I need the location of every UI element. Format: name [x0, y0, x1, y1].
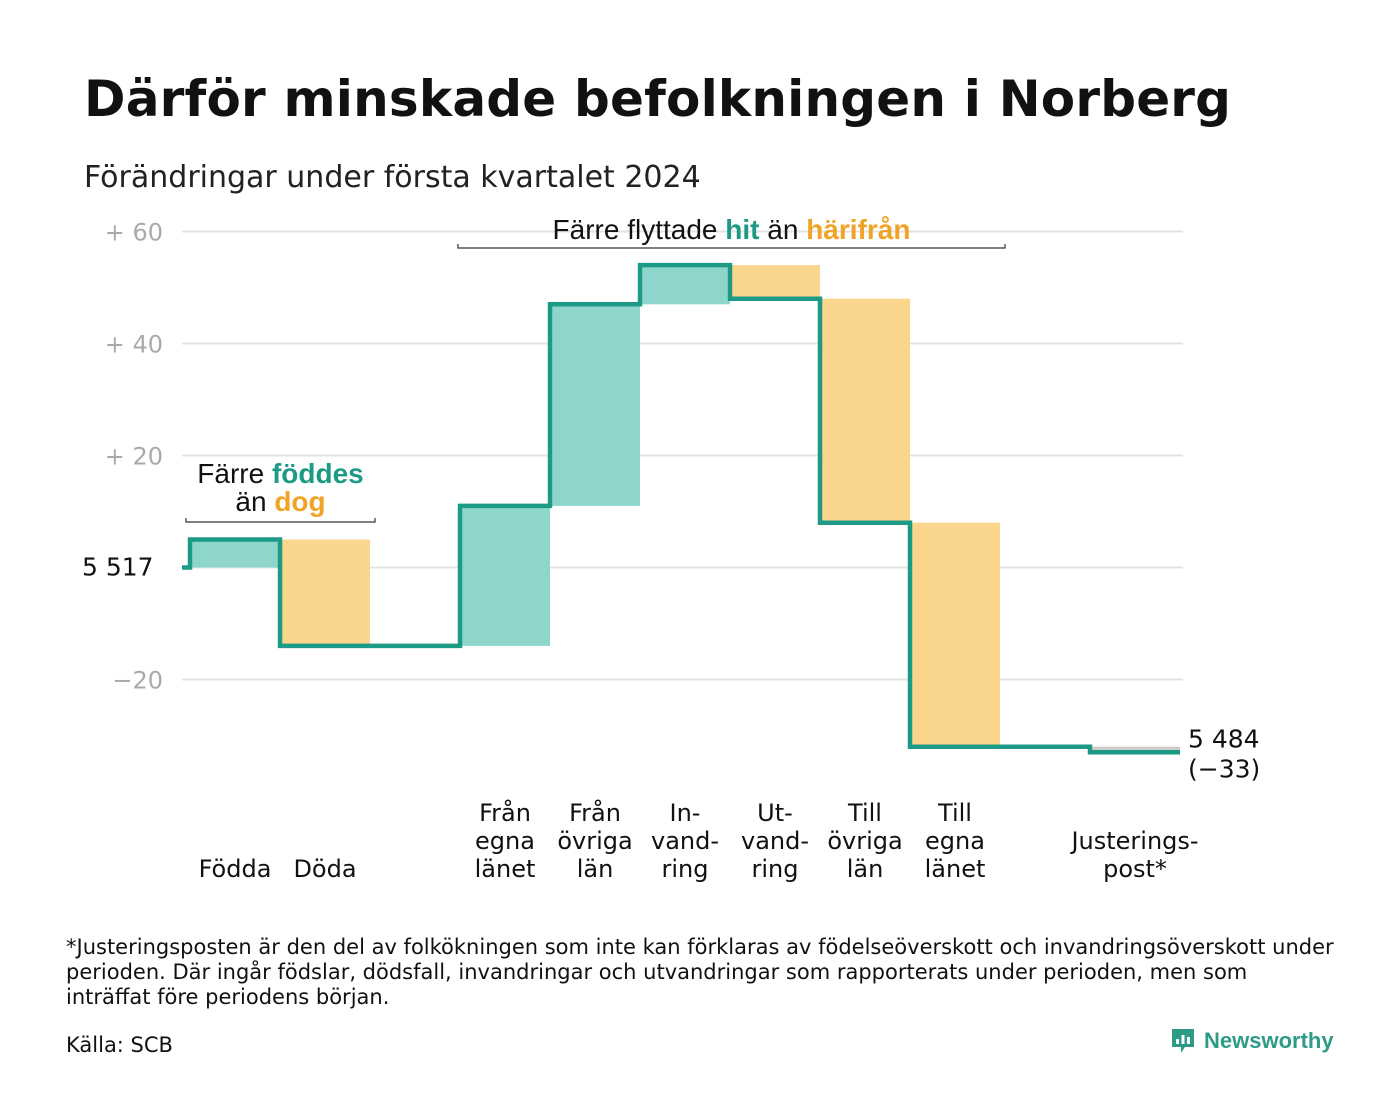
category-label: länet — [925, 855, 986, 883]
waterfall-bar — [820, 298, 910, 523]
waterfall-bar — [280, 539, 370, 646]
y-tick-label: + 20 — [105, 443, 163, 471]
category-label: vand- — [741, 827, 809, 855]
end-value-label: 5 484 — [1188, 724, 1260, 753]
end-change-label: (−33) — [1188, 754, 1260, 783]
category-label: egna — [475, 827, 535, 855]
footnote: *Justeringsposten är den del av folkökni… — [66, 935, 1334, 1009]
annotation-text-part: hit — [725, 214, 759, 245]
category-label: Till — [847, 799, 882, 827]
waterfall-bar — [460, 505, 550, 646]
annotation-text-part: Färre flyttade — [553, 214, 726, 245]
category-label: vand- — [651, 827, 719, 855]
y-tick-label: + 40 — [105, 331, 163, 359]
category-label: länet — [475, 855, 536, 883]
brand-name: Newsworthy — [1204, 1028, 1334, 1053]
category-label: övriga — [557, 827, 632, 855]
category-label: övriga — [827, 827, 902, 855]
chart-subtitle: Förändringar under första kvartalet 2024 — [84, 160, 701, 195]
annotation-bracket — [457, 244, 1006, 249]
annotation-text-part: dog — [274, 486, 325, 517]
waterfall-bar — [640, 265, 730, 305]
waterfall-chart: + 60 + 40 + 20 −20 5 517 5 484(−33) Födda Döda F… — [82, 214, 1260, 883]
category-label: ring — [662, 855, 709, 883]
category-label: In- — [670, 799, 701, 827]
category-label: egna — [925, 827, 985, 855]
annotation-text: Färre föddes — [197, 458, 363, 489]
category-label: Justerings- — [1069, 827, 1198, 855]
annotation-text-part: Färre — [197, 458, 272, 489]
annotation-bracket — [185, 518, 376, 523]
running-total-line — [182, 262, 1180, 755]
start-value-label: 5 517 — [82, 553, 154, 582]
annotation-text-part: härifrån — [806, 214, 910, 245]
annotation-text: än dog — [235, 486, 325, 517]
category-label: län — [577, 855, 614, 883]
category-label: Döda — [293, 855, 356, 883]
waterfall-bar — [730, 265, 820, 299]
waterfall-bar — [190, 539, 280, 568]
category-label: Från — [569, 798, 621, 827]
category-label: Till — [937, 799, 972, 827]
annotation-text-part: än — [235, 486, 274, 517]
newsworthy-logo-icon — [1172, 1029, 1194, 1053]
category-label: post* — [1103, 855, 1167, 883]
category-label: Från — [479, 798, 531, 827]
chart-title: Därför minskade befolkningen i Norberg — [84, 70, 1232, 128]
category-label: Ut- — [757, 799, 793, 827]
y-tick-label: −20 — [112, 667, 163, 695]
waterfall-bar — [910, 522, 1000, 747]
source-note: Källa: SCB — [66, 1033, 173, 1057]
y-tick-label: + 60 — [105, 219, 163, 247]
waterfall-bar — [550, 304, 640, 506]
category-label: Födda — [199, 855, 272, 883]
annotation-text: Färre flyttade hit än härifrån — [553, 214, 911, 245]
category-label: län — [847, 855, 884, 883]
waterfall-bar — [1090, 746, 1180, 753]
brand-logo: Newsworthy — [1170, 1027, 1334, 1055]
annotation-text-part: än — [760, 214, 807, 245]
annotation-text-part: föddes — [272, 458, 364, 489]
category-label: ring — [752, 855, 799, 883]
